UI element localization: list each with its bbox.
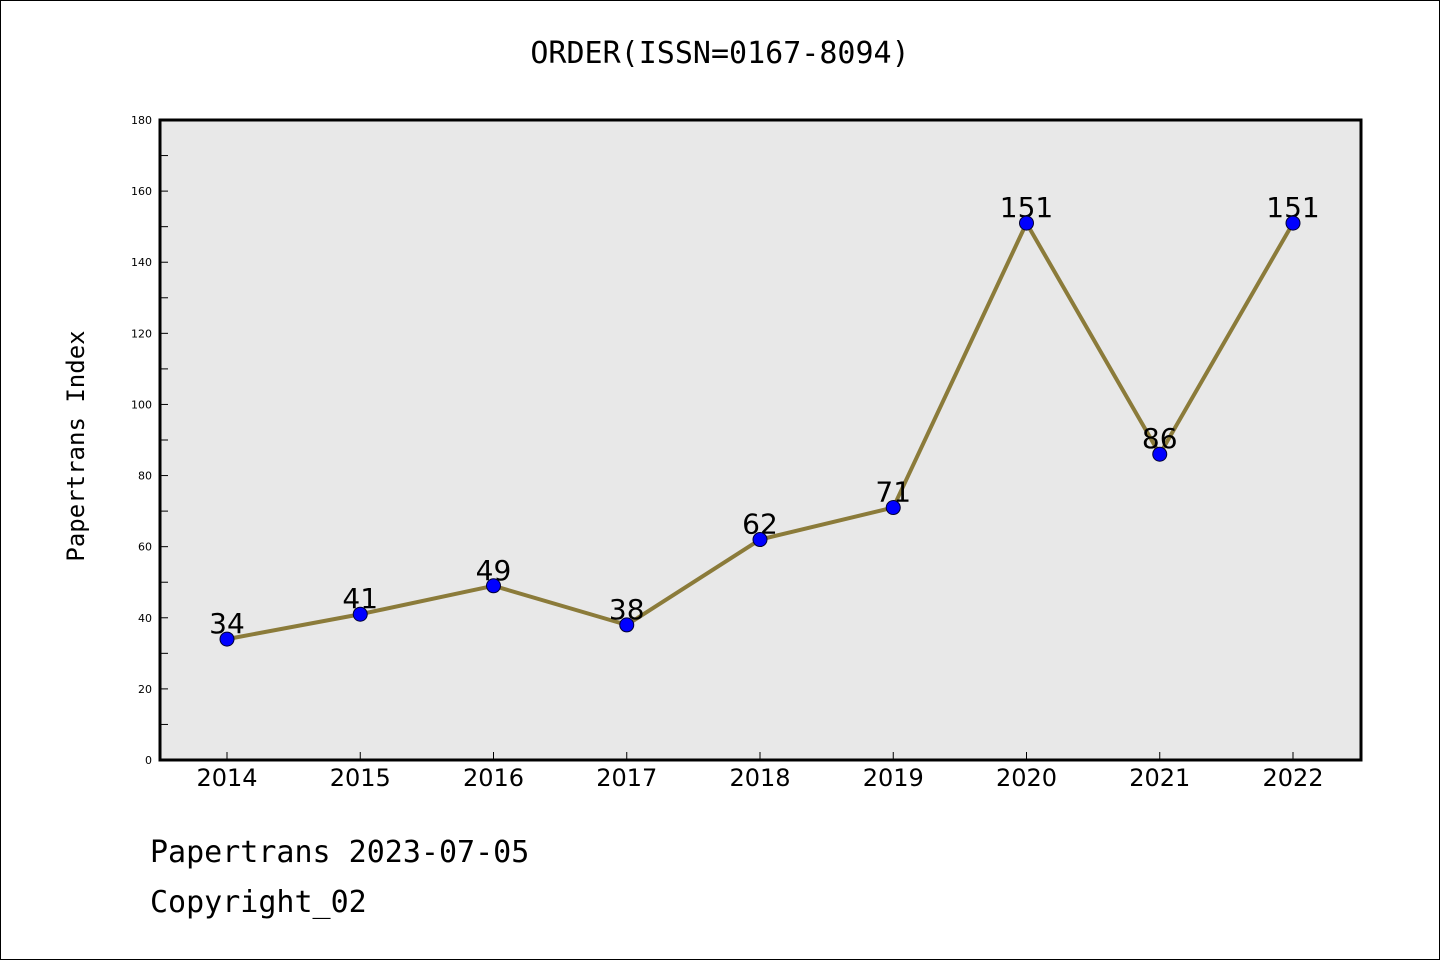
data-point (619, 617, 635, 633)
y-tick-label: 0 (145, 754, 152, 767)
x-tick-label: 2016 (463, 764, 524, 792)
y-tick-label: 120 (131, 327, 152, 340)
chart-title: ORDER(ISSN=0167-8094) (530, 36, 910, 71)
x-tick-label: 2022 (1262, 764, 1323, 792)
x-tick-label: 2020 (996, 764, 1057, 792)
footer-copyright: Copyright_02 (150, 885, 367, 920)
data-point (1285, 215, 1301, 231)
y-tick-label: 40 (138, 612, 152, 625)
y-tick-label: 140 (131, 256, 152, 269)
data-point (885, 500, 901, 516)
data-point (219, 631, 235, 647)
y-tick-label: 160 (131, 185, 152, 198)
x-tick-label: 2019 (863, 764, 924, 792)
footer-date: Papertrans 2023-07-05 (150, 835, 530, 870)
x-tick-label: 2021 (1129, 764, 1190, 792)
data-point (486, 578, 501, 594)
data-point (1019, 215, 1034, 231)
data-point (1152, 446, 1168, 462)
y-tick-label: 180 (131, 114, 152, 127)
x-tick-label: 2015 (330, 764, 391, 792)
y-tick-label: 20 (138, 683, 152, 696)
data-point (352, 606, 368, 622)
data-point (752, 532, 768, 548)
plot-border (158, 118, 1363, 762)
x-tick-label: 2018 (729, 764, 790, 792)
y-tick-label: 60 (138, 541, 152, 554)
plot-area (160, 120, 1361, 760)
x-tick-label: 2014 (196, 764, 257, 792)
y-tick-label: 80 (138, 470, 152, 483)
x-tick-label: 2017 (596, 764, 657, 792)
y-tick-label: 100 (131, 398, 152, 411)
